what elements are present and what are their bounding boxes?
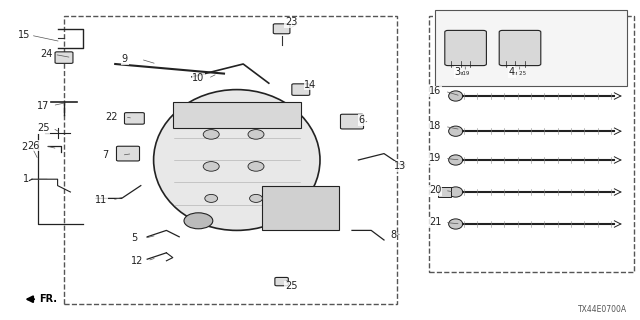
Bar (429, 16, 634, 272)
FancyBboxPatch shape (340, 114, 364, 129)
Ellipse shape (449, 91, 463, 101)
FancyBboxPatch shape (116, 146, 140, 161)
Text: 10: 10 (192, 73, 205, 84)
FancyBboxPatch shape (124, 113, 145, 124)
Text: 21: 21 (429, 217, 442, 228)
Ellipse shape (449, 219, 463, 229)
Ellipse shape (154, 90, 320, 230)
Text: 25: 25 (285, 281, 298, 292)
Ellipse shape (248, 162, 264, 171)
Text: 20: 20 (429, 185, 442, 196)
Text: 11: 11 (95, 195, 108, 205)
Ellipse shape (184, 213, 212, 229)
FancyBboxPatch shape (273, 24, 290, 34)
Text: FR.: FR. (28, 294, 58, 304)
Bar (262, 186, 339, 230)
FancyBboxPatch shape (499, 30, 541, 66)
Text: 16: 16 (429, 86, 442, 96)
Text: 13: 13 (394, 161, 406, 172)
Ellipse shape (248, 130, 264, 139)
Ellipse shape (204, 162, 219, 171)
Bar (435, 10, 627, 86)
Text: ø19: ø19 (460, 70, 470, 76)
FancyBboxPatch shape (445, 30, 486, 66)
Text: 3: 3 (454, 67, 461, 77)
Bar (64, 16, 397, 304)
Text: TX44E0700A: TX44E0700A (578, 305, 627, 314)
Text: 8: 8 (390, 230, 397, 240)
Text: 12: 12 (131, 256, 144, 266)
Ellipse shape (204, 130, 219, 139)
Text: 23: 23 (285, 17, 298, 28)
Text: 14: 14 (304, 80, 317, 90)
Ellipse shape (449, 126, 463, 136)
Text: 6: 6 (358, 115, 365, 125)
Ellipse shape (449, 155, 463, 165)
Text: ø 25: ø 25 (514, 70, 525, 76)
FancyBboxPatch shape (292, 84, 310, 95)
Text: 24: 24 (40, 49, 52, 60)
FancyBboxPatch shape (55, 52, 73, 63)
Text: 7: 7 (102, 150, 109, 160)
FancyBboxPatch shape (275, 277, 288, 286)
Ellipse shape (449, 187, 463, 197)
Bar (173, 102, 301, 128)
Text: 2: 2 (21, 142, 28, 152)
Text: 5: 5 (131, 233, 138, 244)
Text: 17: 17 (37, 100, 50, 111)
Text: 9: 9 (122, 54, 128, 64)
Text: 25: 25 (37, 123, 50, 133)
Text: 26: 26 (28, 140, 40, 151)
Text: 4: 4 (509, 67, 515, 77)
Ellipse shape (250, 195, 262, 203)
Ellipse shape (205, 195, 218, 203)
Text: 19: 19 (429, 153, 442, 164)
Text: 1: 1 (22, 174, 29, 184)
Bar (438, 187, 451, 197)
Text: 18: 18 (429, 121, 442, 132)
Text: 15: 15 (18, 30, 31, 40)
Text: 22: 22 (106, 112, 118, 122)
